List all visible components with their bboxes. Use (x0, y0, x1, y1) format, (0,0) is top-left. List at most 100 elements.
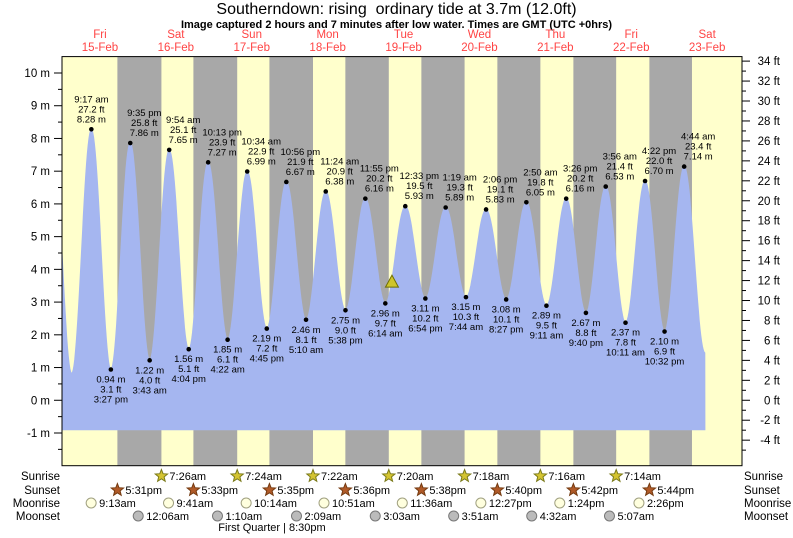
high-tide-label: 12:33 pm 19.5 ft 5.93 m (399, 171, 439, 202)
sunrise-star-icon (305, 468, 321, 483)
tide-extreme-dot (284, 179, 289, 185)
moonrise-circle-icon (318, 497, 330, 509)
astro-event-time: 7:16am (548, 471, 585, 483)
tide-extreme-dot (563, 196, 569, 201)
astro-event-time: 11:36am (410, 498, 452, 510)
tide-extreme-dot (147, 358, 152, 363)
low-tide-label: 2.89 m 9.5 ft 9:11 am (530, 311, 564, 342)
right-axis-tick-label: 26 ft (758, 136, 781, 148)
day-date-label: 18-Feb (309, 42, 345, 54)
tide-extreme-dot (89, 126, 94, 132)
tide-extreme-dot (225, 337, 230, 343)
left-axis-tick-label: 5 m (31, 232, 50, 244)
low-tide-label: 2.10 m 6.9 ft 10:32 pm (645, 337, 685, 368)
moonrise-circle-icon (85, 497, 97, 509)
astro-event-time: 5:07am (617, 511, 654, 523)
left-axis-tick-label: 10 m (24, 68, 50, 80)
day-date-label: 15-Feb (82, 42, 118, 54)
day-label: Fri (93, 29, 106, 41)
tide-extreme-dot (603, 184, 609, 189)
right-axis-tick-label: 8 ft (764, 315, 781, 327)
right-axis-tick-label: 6 ft (764, 335, 781, 347)
sunset-star-icon (261, 482, 277, 497)
sunrise-star-icon (153, 468, 169, 483)
astro-event-time: 7:20am (397, 471, 434, 483)
high-tide-label: 2:06 pm 19.1 ft 5.83 m (483, 174, 517, 205)
day-date-label: 22-Feb (613, 42, 649, 54)
astro-event-time: 10:51am (332, 498, 375, 510)
sunset-star-icon (565, 482, 581, 497)
tide-extreme-dot (108, 367, 114, 372)
left-axis-tick-label: 7 m (31, 166, 50, 178)
astro-event-time: 1:24pm (568, 498, 605, 510)
tide-extreme-dot (166, 147, 172, 153)
high-tide-label: 4:44 am 23.4 ft 7.14 m (681, 132, 715, 163)
astro-row-label-left: Sunrise (21, 471, 60, 483)
low-tide-label: 1.85 m 6.1 ft 4:22 am (210, 345, 244, 376)
tide-extreme-dot (423, 296, 428, 301)
low-tide-label: 2.75 m 9.0 ft 5:38 pm (328, 315, 362, 346)
tide-extreme-dot (583, 310, 589, 316)
astro-event-time: 9:41am (177, 498, 214, 510)
astro-event-time: 5:36pm (353, 485, 390, 497)
tide-extreme-dot (544, 303, 549, 308)
high-tide-label: 3:56 am 21.4 ft 6.53 m (603, 152, 637, 183)
day-label: Mon (316, 29, 338, 41)
tide-extreme-dot (443, 205, 448, 210)
right-axis-tick-label: 12 ft (758, 276, 781, 288)
tide-extreme-dot (524, 199, 529, 205)
high-tide-label: 3:26 pm 20.2 ft 6.16 m (563, 164, 597, 195)
moonset-circle-icon (448, 510, 460, 522)
right-axis-tick-label: -4 ft (760, 435, 781, 447)
moonset-circle-icon (369, 510, 381, 522)
left-axis-tick-label: 6 m (31, 199, 50, 211)
low-tide-label: 3.08 m 10.1 ft 8:27 pm (489, 304, 523, 335)
high-tide-label: 9:17 am 27.2 ft 8.28 m (74, 94, 108, 125)
tide-extreme-dot (402, 203, 408, 209)
astro-row-label-right: Sunset (744, 485, 781, 497)
right-axis-tick-label: 4 ft (764, 355, 781, 367)
tide-extreme-dot (383, 301, 388, 306)
right-axis-tick-label: 24 ft (758, 156, 781, 168)
tide-extreme-dot (127, 140, 133, 146)
astro-event-time: 10:14am (254, 498, 297, 510)
astro-event-time: 3:03am (383, 511, 420, 523)
right-axis-tick-label: 10 ft (758, 296, 781, 308)
astro-event-time: 9:13am (99, 498, 136, 510)
astro-row-label-right: Sunrise (744, 471, 783, 483)
right-axis-tick-label: 2 ft (764, 375, 781, 387)
low-tide-label: 3.15 m 10.3 ft 7:44 am (449, 302, 483, 333)
left-axis-tick-label: 4 m (31, 264, 50, 276)
day-label: Tue (394, 29, 413, 41)
low-tide-label: 1.56 m 5.1 ft 4:04 pm (172, 354, 206, 385)
astro-event-time: 7:22am (321, 471, 358, 483)
right-axis-tick-label: 30 ft (758, 96, 781, 108)
tide-extreme-dot (186, 346, 192, 352)
tide-extreme-dot (483, 207, 489, 212)
day-label: Sat (699, 29, 717, 41)
tide-extreme-dot (323, 189, 329, 194)
low-tide-label: 0.94 m 3.1 ft 3:27 pm (94, 375, 128, 406)
astro-event-time: 12:27pm (489, 498, 532, 510)
day-date-label: 16-Feb (158, 42, 194, 54)
astro-event-time: 5:31pm (125, 485, 162, 497)
day-date-label: 21-Feb (537, 42, 573, 54)
day-date-label: 23-Feb (689, 42, 725, 54)
left-axis-tick-label: 9 m (31, 101, 50, 113)
astro-event-time: 2:09am (304, 511, 341, 523)
astro-event-time: 7:18am (473, 471, 510, 483)
moonrise-circle-icon (554, 497, 566, 509)
astro-row-label-left: Moonset (16, 511, 61, 523)
high-tide-label: 4:22 pm 22.0 ft 6.70 m (642, 146, 676, 177)
moon-phase-note: First Quarter | 8:30pm (218, 522, 325, 534)
left-axis-tick-label: 1 m (31, 363, 50, 375)
left-axis-tick-label: 2 m (31, 330, 50, 342)
astro-event-time: 5:35pm (277, 485, 314, 497)
astro-event-time: 5:42pm (581, 485, 618, 497)
sunrise-star-icon (229, 468, 245, 483)
day-label: Wed (468, 29, 491, 41)
sunrise-star-icon (532, 468, 548, 483)
low-tide-label: 2.19 m 7.2 ft 4:45 pm (250, 334, 284, 365)
